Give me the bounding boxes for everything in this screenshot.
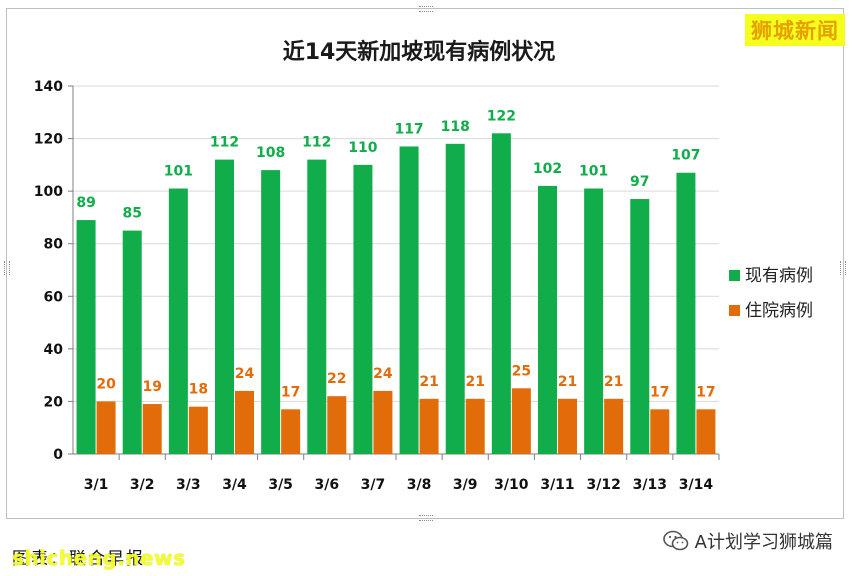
bar-current-cases [215,159,234,454]
data-label-current-cases: 117 [394,121,423,137]
data-label-current-cases: 108 [256,145,285,161]
data-label-hospitalized-cases: 22 [327,371,346,387]
resize-handle-right[interactable] [840,261,846,275]
x-tick-label: 3/4 [222,477,247,493]
x-tick-label: 3/2 [130,477,155,493]
bar-current-cases [538,185,557,454]
bar-current-cases [676,172,696,454]
data-label-current-cases: 85 [122,206,141,222]
x-tick-label: 3/11 [540,477,574,493]
legend-label-current-cases: 现有病例 [745,266,813,286]
y-tick-label: 80 [44,237,64,253]
data-label-current-cases: 118 [441,119,470,135]
x-tick-label: 3/13 [633,477,667,493]
bar-current-cases [261,170,281,454]
bar-hospitalized-cases [142,404,162,454]
resize-handle-left[interactable] [4,261,10,275]
y-tick-label: 140 [34,79,63,95]
data-label-hospitalized-cases: 20 [96,376,116,392]
legend-label-hospitalized-cases: 住院病例 [745,301,813,321]
bar-hospitalized-cases [419,398,439,454]
data-label-hospitalized-cases: 19 [142,379,161,395]
data-label-hospitalized-cases: 21 [419,374,438,390]
resize-handle-bottom[interactable] [419,515,433,521]
account-name: A计划学习狮城篇 [694,532,833,553]
bar-current-cases [584,188,604,454]
bar-hospitalized-cases [373,390,393,454]
bar-current-cases [630,199,650,454]
bar-hospitalized-cases [696,409,716,454]
bar-current-cases [307,159,327,454]
bar-hospitalized-cases [281,409,301,454]
y-tick-label: 0 [53,447,63,463]
x-tick-label: 3/5 [268,477,293,493]
data-label-current-cases: 101 [164,164,193,180]
bar-hospitalized-cases [96,401,116,454]
wechat-icon [662,530,688,551]
caption-source-note: 图表：联合早报 [12,549,145,569]
legend-swatch-hospitalized-cases [729,305,740,316]
brand-badge: 狮城新闻 [745,14,845,46]
bar-hospitalized-cases [327,396,347,454]
x-tick-label: 3/3 [176,477,201,493]
x-tick-label: 3/9 [453,477,478,493]
bar-current-cases [122,230,142,454]
data-label-current-cases: 110 [348,140,377,156]
y-tick-label: 100 [34,184,63,200]
x-tick-label: 3/14 [679,477,714,493]
y-tick-label: 60 [44,289,64,305]
bar-hospitalized-cases [650,409,670,454]
data-label-hospitalized-cases: 17 [281,384,300,400]
data-label-hospitalized-cases: 24 [235,366,255,382]
data-label-hospitalized-cases: 17 [650,384,669,400]
data-label-current-cases: 97 [630,174,649,190]
bar-hospitalized-cases [558,398,577,454]
bar-current-cases [491,133,511,455]
data-label-current-cases: 101 [579,164,608,180]
bars-layer [76,133,716,455]
resize-handle-top[interactable] [419,6,433,12]
bar-current-cases [76,220,96,454]
chart-title: 近14天新加坡现有病例状况 [283,39,556,65]
data-label-hospitalized-cases: 24 [373,366,393,382]
y-tick-label: 120 [34,132,63,148]
chart-frame: 近14天新加坡现有病例状况 0 20 40 60 80 100 120 140 3/1 3/2 3/… [4,6,846,521]
x-tick-label: 3/6 [314,477,339,493]
data-label-current-cases: 112 [302,135,331,151]
bar-hospitalized-cases [465,398,485,454]
bar-current-cases [168,188,188,454]
account-label: A计划学习狮城篇 [662,528,833,554]
x-tick-label: 3/12 [586,477,620,493]
data-label-current-cases: 102 [533,161,562,177]
caption-watermark: shicheng.news [12,546,186,570]
data-label-hospitalized-cases: 18 [189,382,208,398]
bar-hospitalized-cases [235,390,254,454]
data-label-current-cases: 89 [76,195,95,211]
data-label-current-cases: 122 [487,108,516,124]
x-tick-label: 3/1 [84,477,109,493]
data-label-hospitalized-cases: 21 [558,374,577,390]
chart-svg: 近14天新加坡现有病例状况 0 20 40 60 80 100 120 140 3/1 3/2 3/… [34,39,813,493]
data-label-hospitalized-cases: 21 [604,374,623,390]
bar-hospitalized-cases [604,398,624,454]
y-tick-label: 20 [44,394,64,410]
bar-current-cases [353,164,373,454]
x-tick-label: 3/10 [494,477,529,493]
data-label-hospitalized-cases: 25 [512,363,531,379]
x-tick-label: 3/7 [361,477,386,493]
y-tick-label: 40 [44,342,64,358]
bar-current-cases [445,143,465,455]
data-label-current-cases: 107 [671,148,700,164]
bar-hospitalized-cases [188,406,208,454]
labels-layer: 89 20 85 19 101 18 112 24 108 17 112 22 110 24 117 21 11… [76,108,715,400]
legend-swatch-current-cases [729,270,740,281]
bar-hospitalized-cases [511,388,531,454]
data-label-hospitalized-cases: 21 [465,374,484,390]
bar-current-cases [399,146,419,454]
data-label-current-cases: 112 [210,135,239,151]
x-tick-label: 3/8 [407,477,432,493]
data-label-hospitalized-cases: 17 [696,384,715,400]
